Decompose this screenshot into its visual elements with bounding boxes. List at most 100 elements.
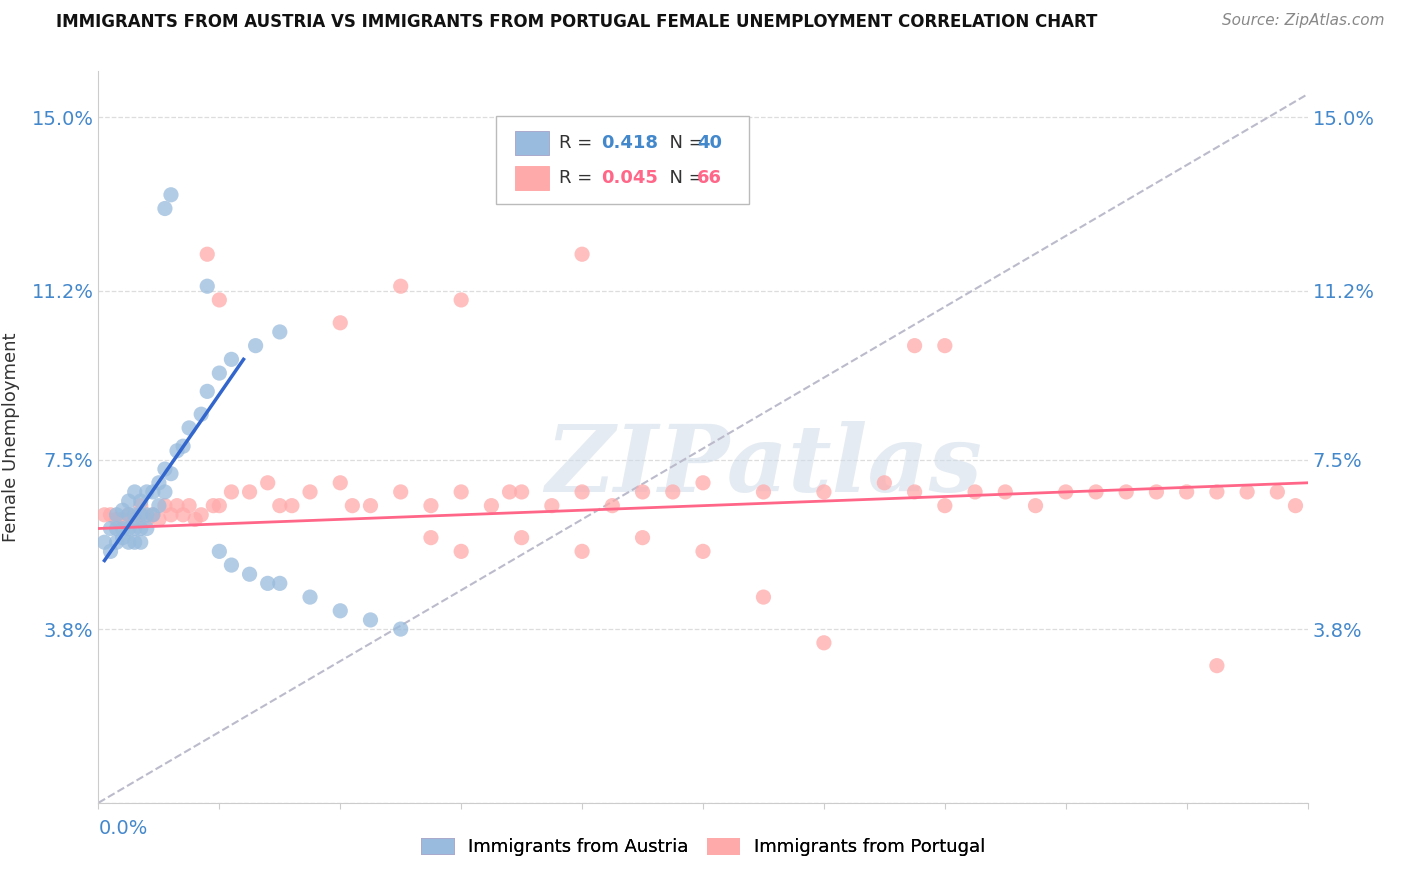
Point	[1115, 485, 1137, 500]
Point	[904, 338, 927, 352]
Point	[1236, 485, 1258, 500]
Point	[540, 499, 562, 513]
Point	[813, 636, 835, 650]
Point	[631, 531, 654, 545]
Point	[360, 499, 382, 513]
Point	[160, 467, 183, 481]
Text: 40: 40	[697, 134, 721, 152]
Point	[184, 512, 207, 526]
Text: IMMIGRANTS FROM AUSTRIA VS IMMIGRANTS FROM PORTUGAL FEMALE UNEMPLOYMENT CORRELAT: IMMIGRANTS FROM AUSTRIA VS IMMIGRANTS FR…	[56, 13, 1098, 31]
Point	[389, 485, 412, 500]
Point	[571, 247, 593, 261]
Point	[195, 247, 218, 261]
Point	[239, 567, 262, 582]
Y-axis label: Female Unemployment: Female Unemployment	[3, 333, 21, 541]
Point	[208, 366, 231, 380]
Point	[510, 485, 533, 500]
Point	[129, 535, 152, 549]
Point	[342, 499, 364, 513]
Point	[1085, 485, 1108, 500]
Point	[239, 485, 262, 500]
Point	[105, 508, 128, 522]
Point	[129, 521, 152, 535]
Point	[208, 544, 231, 558]
Point	[994, 485, 1017, 500]
Point	[179, 499, 201, 513]
Point	[631, 485, 654, 500]
Point	[692, 475, 714, 490]
Point	[1284, 499, 1306, 513]
Text: ZIPatlas: ZIPatlas	[546, 421, 981, 511]
Point	[571, 544, 593, 558]
Point	[124, 508, 146, 522]
Point	[93, 508, 115, 522]
Point	[661, 485, 683, 500]
Point	[111, 531, 134, 545]
Text: N =: N =	[658, 169, 709, 186]
Point	[135, 508, 157, 522]
Point	[873, 475, 896, 490]
Point	[329, 475, 352, 490]
Point	[1267, 485, 1289, 500]
Point	[195, 384, 218, 399]
Point	[100, 521, 122, 535]
Point	[135, 521, 157, 535]
Point	[118, 521, 141, 535]
Point	[299, 590, 322, 604]
Point	[153, 202, 176, 216]
Point	[360, 613, 382, 627]
Point	[118, 494, 141, 508]
Point	[153, 499, 176, 513]
Point	[124, 485, 146, 500]
Point	[245, 338, 267, 352]
Point	[1206, 485, 1229, 500]
Point	[190, 508, 212, 522]
Point	[129, 508, 152, 522]
Point	[118, 508, 141, 522]
Point	[153, 485, 176, 500]
Point	[208, 499, 231, 513]
Point	[166, 443, 188, 458]
Point	[269, 499, 291, 513]
Text: Source: ZipAtlas.com: Source: ZipAtlas.com	[1222, 13, 1385, 29]
Point	[450, 293, 472, 307]
Point	[195, 279, 218, 293]
Point	[124, 521, 146, 535]
Point	[142, 508, 165, 522]
Point	[269, 325, 291, 339]
Point	[1175, 485, 1198, 500]
Point	[420, 531, 443, 545]
Text: N =: N =	[658, 134, 709, 152]
Point	[752, 590, 775, 604]
Point	[100, 544, 122, 558]
Point	[1144, 485, 1167, 500]
Point	[299, 485, 322, 500]
Point	[160, 508, 183, 522]
Point	[571, 485, 593, 500]
Point	[148, 499, 170, 513]
Point	[93, 535, 115, 549]
Text: R =: R =	[560, 169, 598, 186]
Point	[142, 485, 165, 500]
Point	[148, 475, 170, 490]
Point	[1054, 485, 1077, 500]
Point	[221, 485, 243, 500]
Point	[124, 535, 146, 549]
Point	[135, 485, 157, 500]
Point	[1206, 658, 1229, 673]
Point	[1024, 499, 1046, 513]
Point	[481, 499, 503, 513]
Point	[111, 503, 134, 517]
Point	[329, 604, 352, 618]
Point	[450, 485, 472, 500]
Point	[172, 439, 194, 453]
Point	[498, 485, 520, 500]
Point	[208, 293, 231, 307]
Point	[111, 521, 134, 535]
Point	[221, 352, 243, 367]
Point	[100, 508, 122, 522]
Point	[202, 499, 225, 513]
Text: 0.045: 0.045	[602, 169, 658, 186]
Point	[105, 521, 128, 535]
Point	[256, 475, 278, 490]
